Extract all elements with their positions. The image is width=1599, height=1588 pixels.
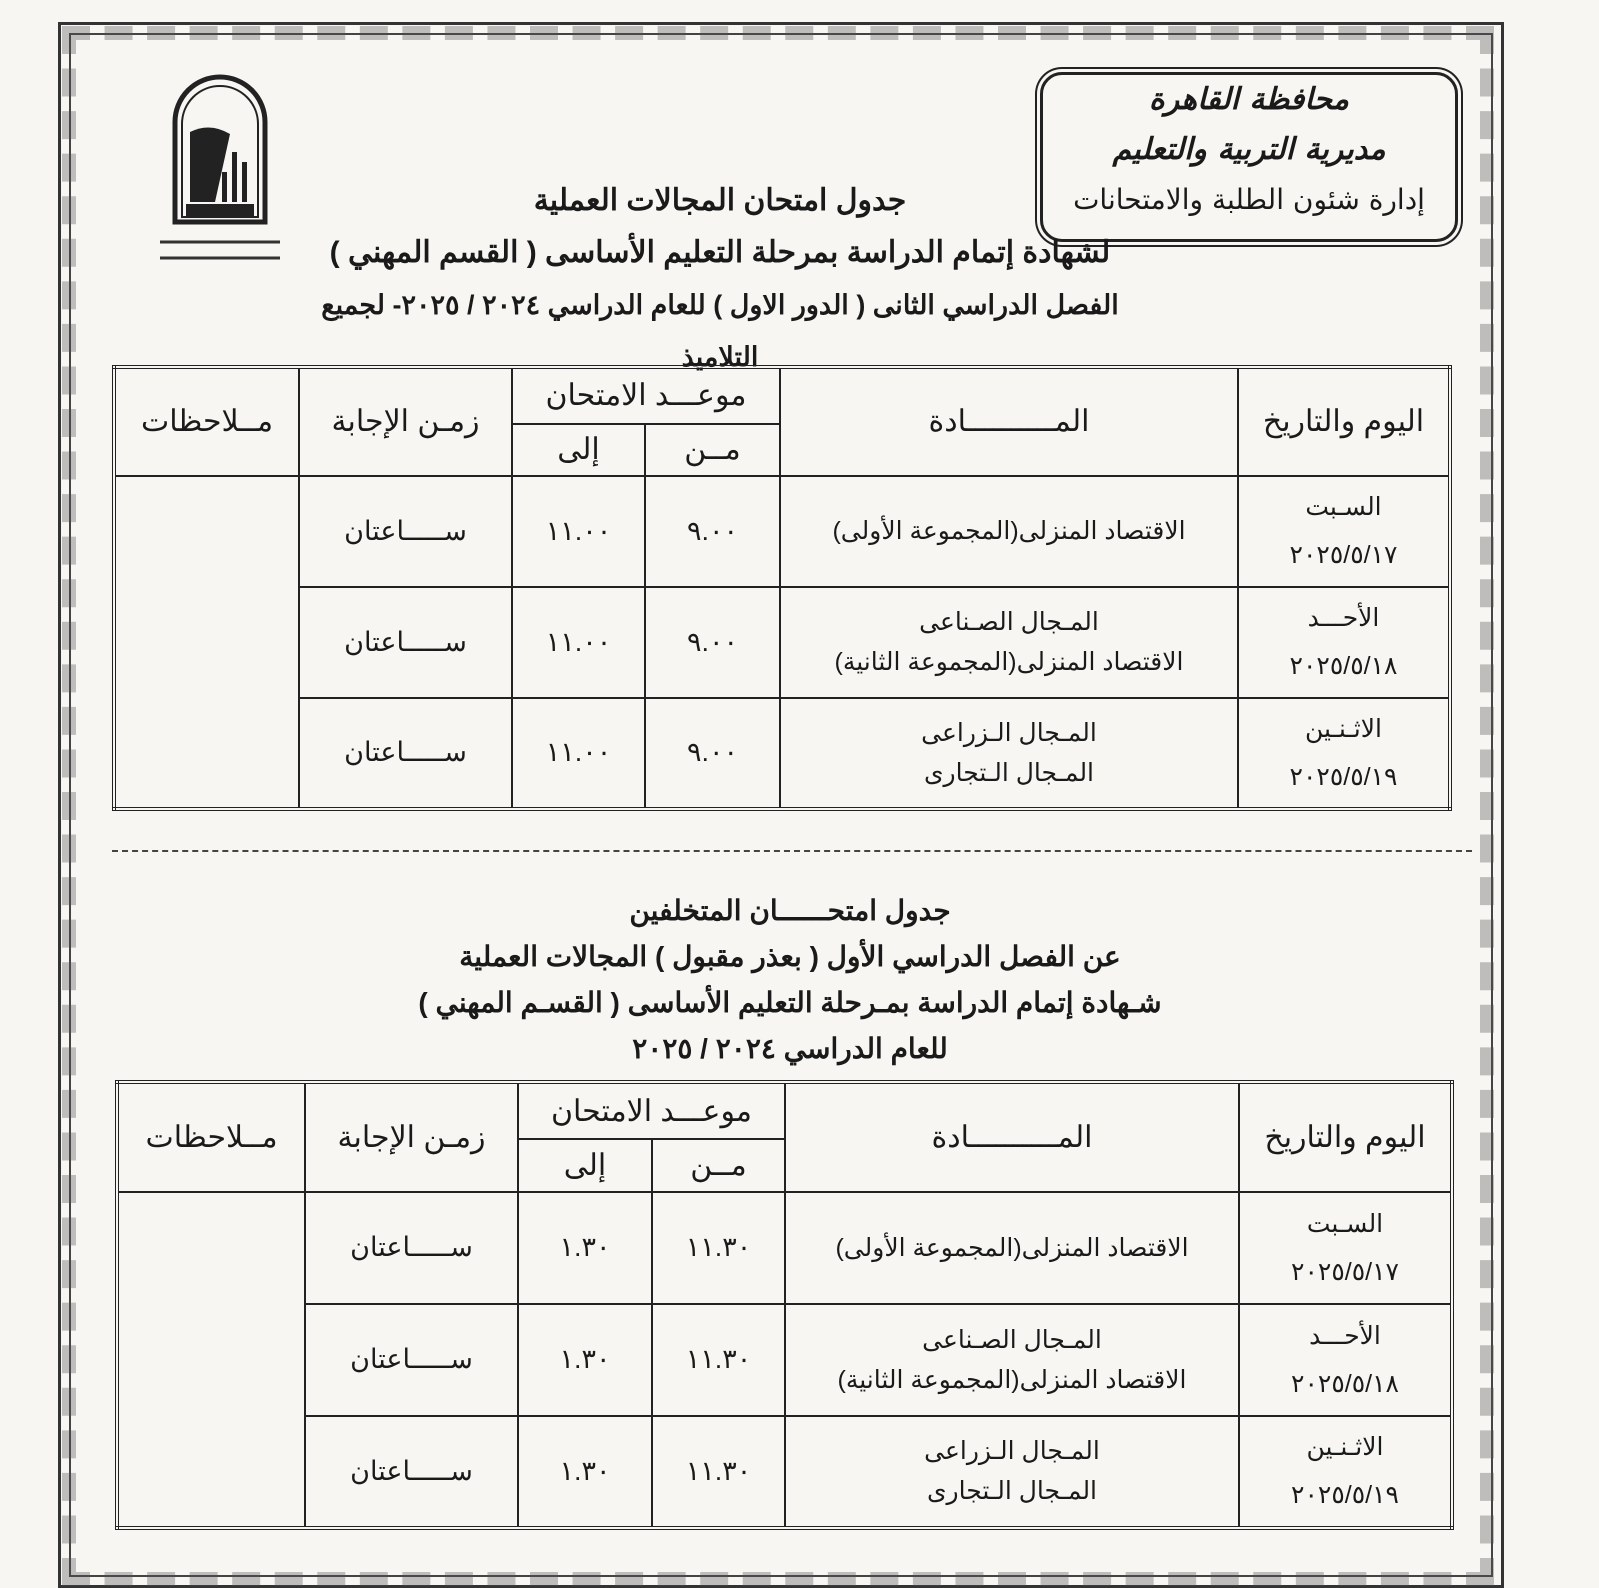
title-line: جدول امتحان المجالات العملية — [533, 184, 907, 217]
subject: الاقتصاد المنزلى(المجموعة الثانية) — [837, 1365, 1187, 1394]
date: ٢٠٢٥/٥/١٧ — [1291, 1257, 1399, 1286]
duration-cell: ســـــاعتان — [298, 474, 513, 588]
from-cell: ١١.٣٠ — [651, 1190, 786, 1305]
date: ٢٠٢٥/٥/١٨ — [1289, 652, 1398, 681]
day-date-cell: السـبت ٢٠٢٥/٥/١٧ — [1237, 474, 1451, 588]
to-cell: ١١.٠٠ — [511, 474, 646, 588]
header-exam-time: موعـــد الامتحان — [511, 366, 781, 425]
date: ٢٠٢٥/٥/١٧ — [1289, 541, 1398, 570]
date: ٢٠٢٥/٥/١٩ — [1291, 1481, 1399, 1510]
from-cell: ٩.٠٠ — [644, 474, 781, 588]
section1-title: جدول امتحان المجالات العملية لشهادة إتما… — [320, 175, 1120, 383]
duration-cell: ســـــاعتان — [298, 585, 513, 699]
header-notes: مــلاحظات — [116, 1081, 306, 1193]
title-line: للعام الدراسي ٢٠٢٤ / ٢٠٢٥ — [632, 1033, 948, 1064]
title-line: شـهادة إتمام الدراسة بمـرحلة التعليم الأ… — [418, 987, 1162, 1018]
subject: المـجال الـتجارى — [923, 758, 1095, 787]
makeup-exam-schedule-table: اليوم والتاريخ المــــــــــادة موعـــد ال… — [115, 1080, 1454, 1530]
duration-cell: ســـــاعتان — [304, 1414, 519, 1530]
duration-cell: ســـــاعتان — [298, 696, 513, 811]
date: ٢٠٢٥/٥/١٨ — [1291, 1369, 1399, 1398]
subject: المـجال الصـناعى — [922, 1325, 1102, 1354]
subject: الاقتصاد المنزلى(المجموعة الأولى) — [835, 1233, 1189, 1262]
exam-schedule-table: اليوم والتاريخ المــــــــــادة موعـــد ال… — [112, 365, 1452, 811]
table-row: الاثـنـين ٢٠٢٥/٥/١٩ المـجال الـزراعى المـجا… — [117, 1414, 1453, 1530]
day: السـبت — [1305, 493, 1382, 522]
header-to: إلى — [511, 422, 646, 477]
header-exam-time: موعـــد الامتحان — [517, 1080, 786, 1141]
day-date-cell: الأحـــد ٢٠٢٥/٥/١٨ — [1238, 1302, 1453, 1417]
table-row: الأحـــد ٢٠٢٥/٥/١٨ المـجال الصـناعى الاقتصا… — [114, 585, 1451, 699]
day-date-cell: الاثـنـين ٢٠٢٥/٥/١٩ — [1237, 696, 1451, 811]
directorate: مديرية التربية والتعليم — [1112, 132, 1386, 167]
title-line: لشهادة إتمام الدراسة بمرحلة التعليم الأس… — [329, 236, 1111, 269]
table-row: الأحـــد ٢٠٢٥/٥/١٨ المـجال الصـناعى الاقتصا… — [117, 1302, 1453, 1417]
header-duration: زمـن الإجابة — [298, 366, 513, 477]
subject: المـجال الـزراعى — [924, 1437, 1100, 1466]
divider — [112, 850, 1472, 852]
table-row: السـبت ٢٠٢٥/٥/١٧ الاقتصاد المنزلى(المجموعة… — [113, 474, 1451, 811]
to-cell: ١.٣٠ — [517, 1302, 653, 1417]
day: الاثـنـين — [1305, 714, 1382, 743]
day-date-cell: الاثـنـين ٢٠٢٥/٥/١٩ — [1238, 1414, 1453, 1530]
notes-cell — [116, 1190, 306, 1530]
header-from: مــن — [651, 1138, 786, 1193]
section2-title: جدول امتحــــــان المتخلفين عن الفصل الد… — [300, 888, 1280, 1072]
notes-cell — [113, 474, 300, 811]
day-date-cell: السـبت ٢٠٢٥/٥/١٧ — [1238, 1190, 1453, 1305]
organization-box: محافظة القاهرة مديرية التربية والتعليم إ… — [1040, 72, 1458, 242]
directorate-logo — [160, 74, 280, 260]
subject-cell: الاقتصاد المنزلى(المجموعة الأولى) — [779, 474, 1239, 588]
day: الأحـــد — [1307, 604, 1380, 633]
subject-cell: الاقتصاد المنزلى(المجموعة الأولى) — [784, 1190, 1240, 1305]
subject: الاقتصاد المنزلى(المجموعة الأولى) — [832, 517, 1186, 546]
from-cell: ٩.٠٠ — [644, 585, 781, 699]
department: إدارة شئون الطلبة والامتحانات — [1073, 183, 1425, 216]
subject: المـجال الصـناعى — [919, 608, 1099, 637]
title-line: جدول امتحــــــان المتخلفين — [629, 895, 951, 926]
header-subject: المــــــــــادة — [779, 366, 1239, 477]
subject-cell: المـجال الـزراعى المـجال الـتجارى — [784, 1414, 1240, 1530]
to-cell: ١١.٠٠ — [511, 585, 646, 699]
header-subject: المــــــــــادة — [784, 1081, 1240, 1193]
subject: المـجال الـزراعى — [921, 718, 1097, 747]
duration-cell: ســـــاعتان — [304, 1190, 519, 1305]
title-line: عن الفصل الدراسي الأول ( بعذر مقبول ) ال… — [459, 941, 1121, 972]
subject-cell: المـجال الـزراعى المـجال الـتجارى — [779, 696, 1239, 811]
header-duration: زمـن الإجابة — [304, 1081, 519, 1193]
governorate: محافظة القاهرة — [1149, 82, 1349, 117]
header-from: مــن — [644, 422, 781, 477]
duration-cell: ســـــاعتان — [304, 1302, 519, 1417]
header-day-date: اليوم والتاريخ — [1238, 1081, 1453, 1193]
subject-cell: المـجال الصـناعى الاقتصاد المنزلى(المجموع… — [779, 585, 1239, 699]
day: السـبت — [1306, 1209, 1384, 1238]
to-cell: ١.٣٠ — [517, 1190, 653, 1305]
table-row: السـبت ٢٠٢٥/٥/١٧ الاقتصاد المنزلى(المجموعة… — [116, 1190, 1453, 1530]
day: الأحـــد — [1309, 1321, 1381, 1350]
header-to: إلى — [517, 1138, 653, 1193]
header-notes: مــلاحظات — [113, 366, 300, 477]
to-cell: ١.٣٠ — [517, 1414, 653, 1530]
day-date-cell: الأحـــد ٢٠٢٥/٥/١٨ — [1237, 585, 1451, 699]
day: الاثـنـين — [1306, 1433, 1384, 1462]
header-day-date: اليوم والتاريخ — [1237, 366, 1451, 477]
from-cell: ١١.٣٠ — [651, 1302, 786, 1417]
to-cell: ١١.٠٠ — [511, 696, 646, 811]
date: ٢٠٢٥/٥/١٩ — [1289, 762, 1398, 791]
subject: المـجال الـتجارى — [926, 1477, 1098, 1506]
from-cell: ١١.٣٠ — [651, 1414, 786, 1530]
subject-cell: المـجال الصـناعى الاقتصاد المنزلى(المجموع… — [784, 1302, 1240, 1417]
title-line: الفصل الدراسي الثانى ( الدور الاول ) للع… — [321, 290, 1119, 372]
subject: الاقتصاد المنزلى(المجموعة الثانية) — [834, 648, 1184, 677]
from-cell: ٩.٠٠ — [644, 696, 781, 811]
table-row: الاثـنـين ٢٠٢٥/٥/١٩ المـجال الـزراعى المـجا… — [114, 696, 1451, 811]
